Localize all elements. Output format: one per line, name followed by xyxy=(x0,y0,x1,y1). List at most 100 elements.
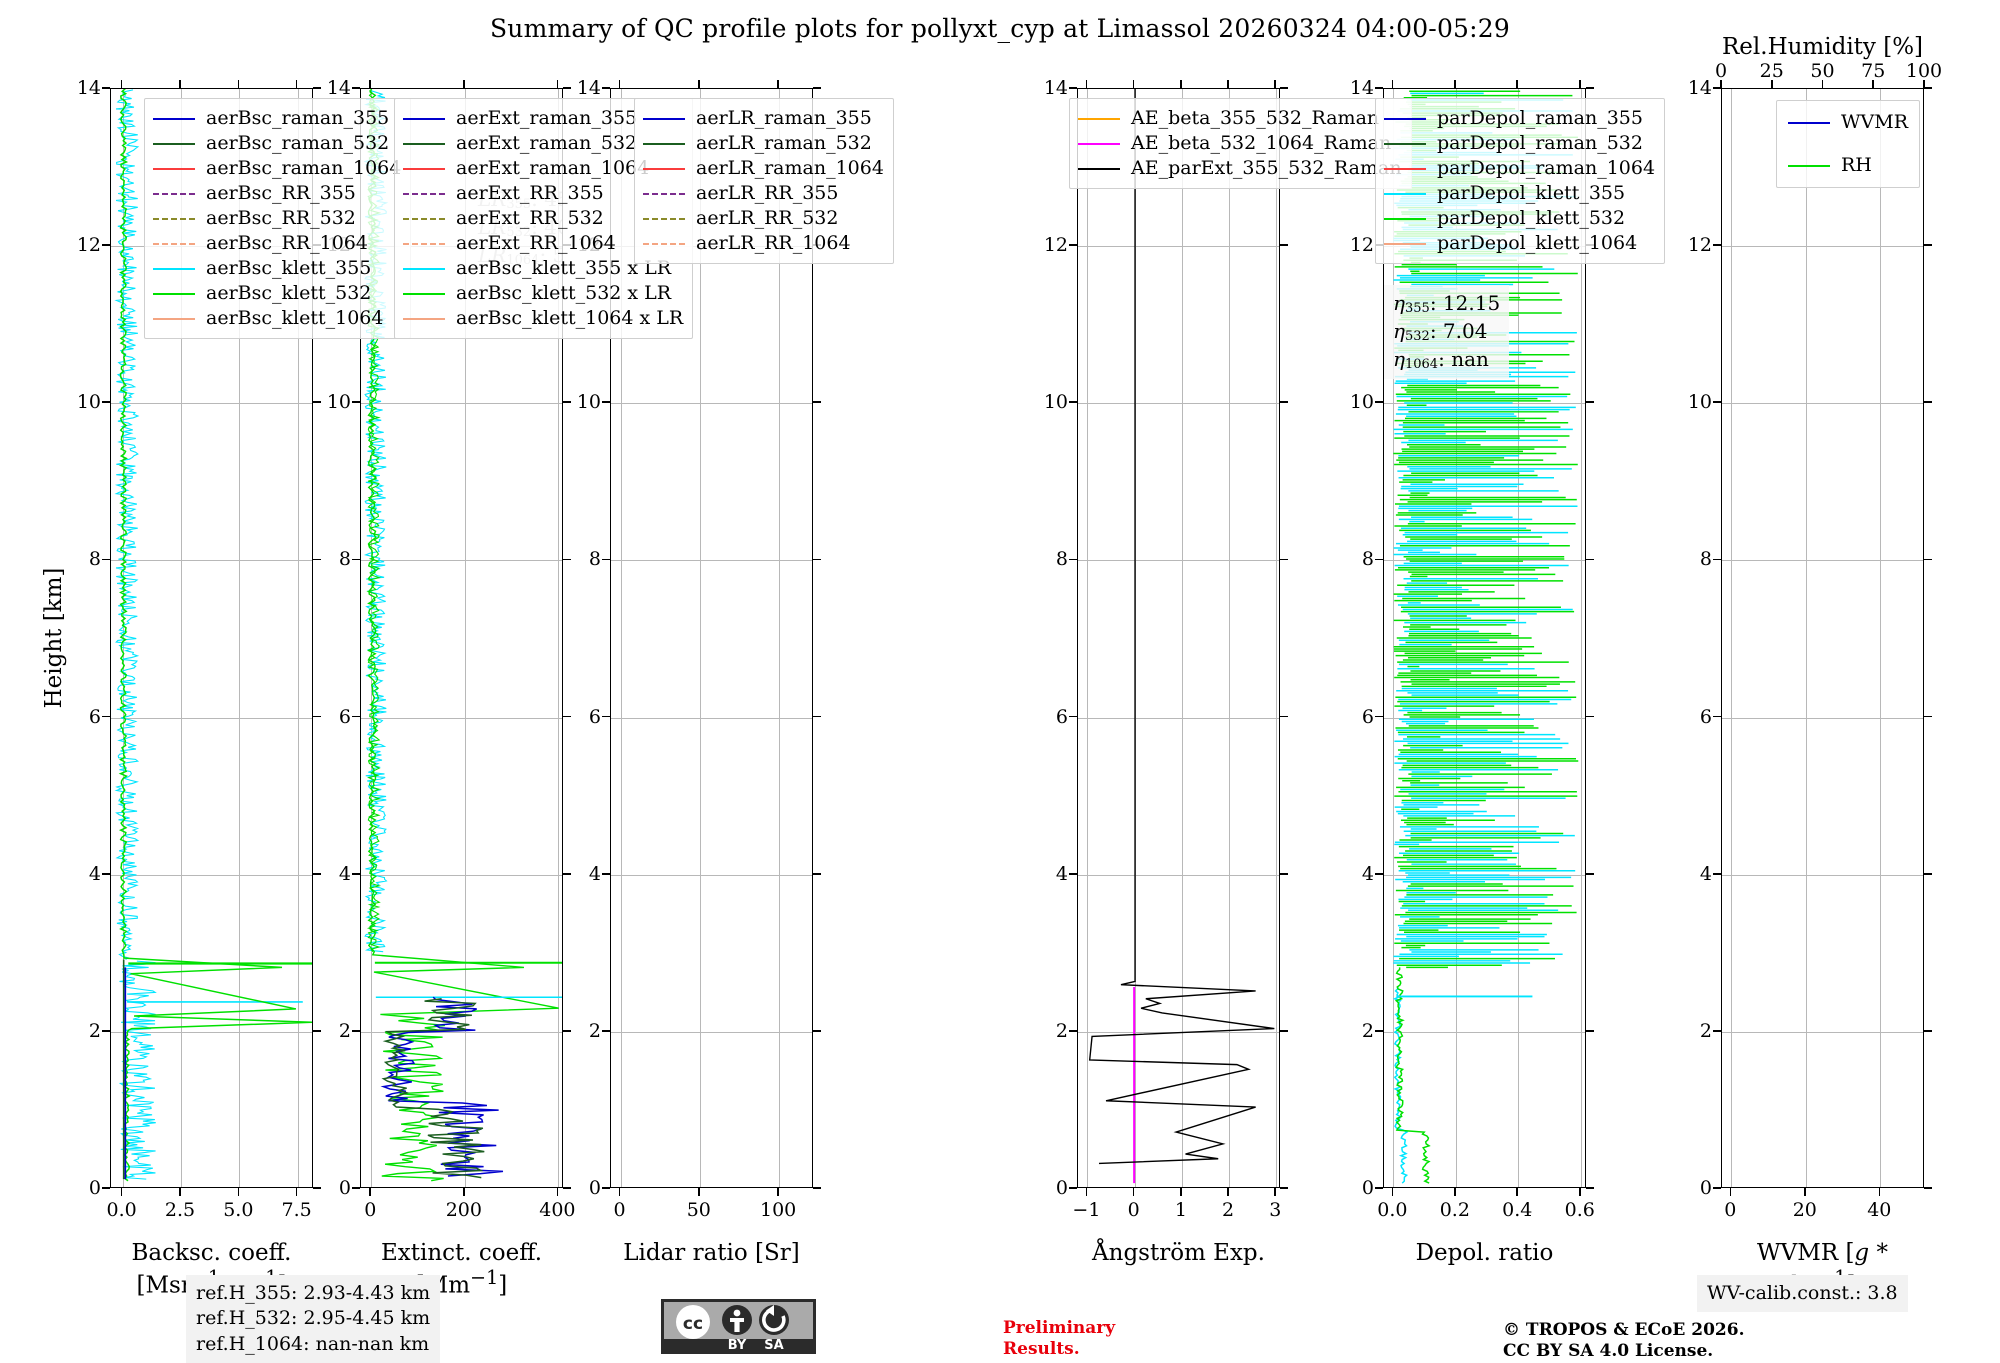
legend-lidar-ratio[interactable]: aerLR_raman_355 aerLR_raman_532 aerLR_rama… xyxy=(634,98,894,264)
legend-item[interactable]: parDepol_klett_355 xyxy=(1384,181,1655,206)
legend-item[interactable]: aerExt_RR_1064 xyxy=(403,231,683,256)
y-tick-label: 2 xyxy=(1055,1019,1068,1042)
legend-item[interactable]: aerExt_raman_1064 xyxy=(403,156,683,181)
legend-item[interactable]: aerExt_RR_355 xyxy=(403,181,683,206)
legend-item[interactable]: parDepol_klett_532 xyxy=(1384,206,1655,231)
x-tick-label: 100 xyxy=(759,1199,797,1221)
y-tick-mark xyxy=(352,401,360,404)
y-tick-mark xyxy=(1375,87,1383,89)
eta-532-value: 7.04 xyxy=(1442,318,1488,343)
legend-item[interactable]: aerBsc_klett_355 x LR xyxy=(403,256,683,281)
y-tick-label: 8 xyxy=(1699,548,1712,571)
y-tick-mark xyxy=(1713,558,1721,561)
legend-item[interactable]: AE_beta_532_1064_Raman xyxy=(1078,131,1402,156)
x-tick-mark-top xyxy=(237,80,240,88)
legend-angstrom-exponent[interactable]: AE_beta_355_532_Raman AE_beta_532_1064_Ra… xyxy=(1069,98,1412,189)
x-tick-label: 0 xyxy=(1724,1199,1737,1221)
axes-wvmr xyxy=(1721,88,1924,1188)
y-tick-label: 6 xyxy=(338,705,351,728)
legend-label: aerLR_raman_532 xyxy=(696,132,872,154)
x-tick-mark xyxy=(1454,1188,1456,1196)
y-tick-mark-right xyxy=(813,872,821,875)
gridline-horizontal xyxy=(1078,246,1279,248)
y-tick-mark xyxy=(1069,1030,1077,1032)
y-tick-mark xyxy=(352,715,360,718)
gridline-vertical xyxy=(239,89,241,1187)
x-tick-mark-top xyxy=(463,80,465,88)
legend-line-swatch-icon xyxy=(153,267,195,270)
y-tick-mark-right xyxy=(1280,244,1288,246)
legend-item[interactable]: aerLR_raman_355 xyxy=(643,106,884,131)
legend-item[interactable]: aerBsc_klett_532 x LR xyxy=(403,281,683,306)
axes-depol-ratio: η355: 12.15 η532: 7.04 η1064: nan xyxy=(1383,88,1586,1188)
legend-line-swatch-icon xyxy=(1384,117,1426,120)
legend-wvmr[interactable]: WVMR RH xyxy=(1776,100,1921,188)
x-tick-mark xyxy=(237,1188,240,1196)
gridline-horizontal xyxy=(1384,1031,1585,1033)
gridline-vertical xyxy=(297,89,299,1187)
x-tick-mark xyxy=(1804,1188,1806,1196)
x-tick-mark xyxy=(369,1188,372,1196)
legend-item[interactable]: aerLR_RR_1064 xyxy=(643,231,884,256)
legend-item[interactable]: aerLR_raman_1064 xyxy=(643,156,884,181)
y-tick-label: 0 xyxy=(1699,1177,1712,1199)
x-tick-mark-top xyxy=(1227,80,1229,88)
gridline-horizontal xyxy=(611,560,812,562)
y-tick-mark xyxy=(1069,244,1077,246)
y-tick-mark xyxy=(352,558,360,561)
legend-item[interactable]: aerLR_RR_532 xyxy=(643,206,884,231)
legend-item[interactable]: aerBsc_klett_355 xyxy=(153,256,401,281)
y-tick-mark-right xyxy=(1924,1187,1932,1189)
y-tick-mark-right xyxy=(813,401,821,404)
legend-item[interactable]: aerLR_raman_532 xyxy=(643,131,884,156)
gridline-vertical xyxy=(1731,89,1733,1187)
x-tick-label: 0.6 xyxy=(1564,1199,1595,1221)
legend-item[interactable]: aerBsc_klett_1064 x LR xyxy=(403,306,683,331)
legend-item[interactable]: aerBsc_RR_1064 xyxy=(153,231,401,256)
gridline-vertical xyxy=(620,89,622,1187)
x-tick-mark-top xyxy=(1132,80,1135,88)
eta-calibration-annotation: η355: 12.15 η532: 7.04 η1064: nan xyxy=(1384,285,1510,379)
gridline-horizontal xyxy=(111,1031,312,1033)
legend-label: parDepol_raman_1064 xyxy=(1437,157,1656,179)
x-tick-label: 50 xyxy=(686,1199,711,1221)
legend-item[interactable]: aerBsc_klett_1064 xyxy=(153,306,401,331)
legend-line-swatch-icon xyxy=(153,217,195,220)
top-axis-label-rh: Rel.Humidity [%] xyxy=(1721,34,1924,60)
legend-label: aerBsc_klett_355 xyxy=(206,257,372,279)
legend-item[interactable]: aerBsc_raman_532 xyxy=(153,131,401,156)
gridline-horizontal xyxy=(361,1031,562,1033)
legend-item[interactable]: aerBsc_raman_355 xyxy=(153,106,401,131)
x-tick-mark-top xyxy=(1578,80,1581,88)
legend-item[interactable]: aerBsc_klett_532 xyxy=(153,281,401,306)
legend-label: aerExt_raman_355 xyxy=(456,107,638,129)
legend-item[interactable]: parDepol_raman_532 xyxy=(1384,131,1655,156)
legend-item[interactable]: aerBsc_raman_1064 xyxy=(153,156,401,181)
y-tick-mark-right xyxy=(313,1187,321,1189)
y-tick-mark xyxy=(1713,401,1721,404)
y-tick-mark-right xyxy=(563,872,571,875)
y-tick-mark-right xyxy=(1924,1030,1932,1032)
legend-item[interactable]: parDepol_klett_1064 xyxy=(1384,231,1655,256)
legend-item[interactable]: aerExt_raman_355 xyxy=(403,106,683,131)
top-tick-mark xyxy=(1821,80,1824,88)
y-tick-mark-right xyxy=(313,872,321,875)
legend-depol-ratio[interactable]: parDepol_raman_355 parDepol_raman_532 parD… xyxy=(1375,98,1666,264)
legend-label: aerBsc_raman_355 xyxy=(206,107,390,129)
legend-backscatter[interactable]: aerBsc_raman_355 aerBsc_raman_532 aerBsc_r… xyxy=(144,98,412,339)
legend-item[interactable]: aerBsc_RR_355 xyxy=(153,181,401,206)
legend-item[interactable]: AE_parExt_355_532_Raman xyxy=(1078,156,1402,181)
legend-label: parDepol_raman_355 xyxy=(1437,107,1643,129)
legend-item[interactable]: parDepol_raman_355 xyxy=(1384,106,1655,131)
legend-item[interactable]: aerExt_raman_532 xyxy=(403,131,683,156)
legend-item[interactable]: aerBsc_RR_532 xyxy=(153,206,401,231)
legend-item[interactable]: aerLR_RR_355 xyxy=(643,181,884,206)
legend-item[interactable]: parDepol_raman_1064 xyxy=(1384,156,1655,181)
legend-item[interactable]: AE_beta_355_532_Raman xyxy=(1078,106,1402,131)
x-tick-mark-top xyxy=(556,80,559,88)
legend-item[interactable]: aerExt_RR_532 xyxy=(403,206,683,231)
legend-item[interactable]: WVMR xyxy=(1788,110,1908,135)
legend-item[interactable]: RH xyxy=(1788,153,1908,178)
y-tick-mark xyxy=(102,715,110,718)
